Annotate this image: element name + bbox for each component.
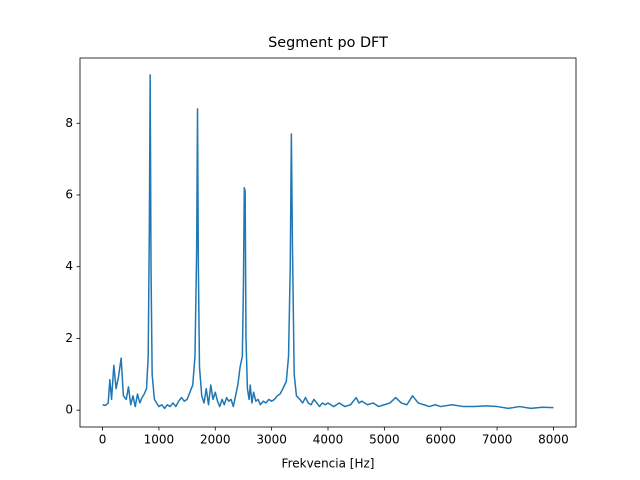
y-tick-label: 0	[65, 403, 73, 417]
y-tick-label: 4	[65, 259, 73, 273]
x-tick-label: 3000	[256, 433, 287, 447]
chart-title: Segment po DFT	[268, 35, 388, 51]
x-tick-label: 7000	[482, 433, 513, 447]
x-tick-label: 2000	[200, 433, 231, 447]
x-tick-label: 8000	[538, 433, 569, 447]
y-tick-label: 2	[65, 331, 73, 345]
line	[102, 74, 554, 410]
x-tick-label: 6000	[425, 433, 456, 447]
x-axis-label: Frekvencia [Hz]	[282, 457, 375, 471]
y-tick-label: 8	[65, 116, 73, 130]
x-tick-label: 5000	[369, 433, 400, 447]
x-tick-label: 4000	[313, 433, 344, 447]
y-tick-label: 6	[65, 187, 73, 201]
plot-frame	[79, 57, 577, 428]
x-tick-label: 0	[99, 433, 107, 447]
x-tick-label: 1000	[144, 433, 175, 447]
